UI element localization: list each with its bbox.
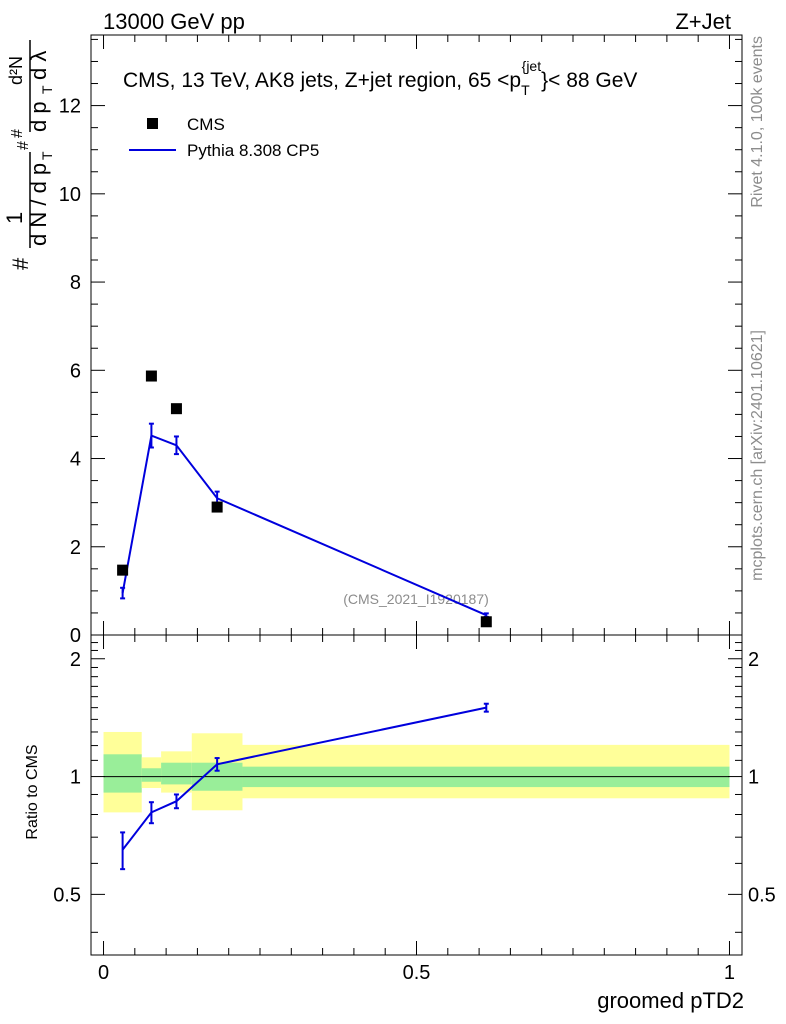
y-tick-label: 0 [70,625,81,647]
legend-cms-marker [147,118,158,129]
y-tick-label: 4 [70,449,81,471]
plot-title-sup: {jet [522,58,542,74]
ratio-band-inner [161,762,192,785]
y-label-denominator: d N / d p [26,163,51,246]
ratio-y-axis-label: Ratio to CMS [24,744,41,839]
y-label-one: 1 [2,212,27,224]
y-label-dp-sub: T [39,85,55,94]
plot-title-sub: T [521,82,530,98]
header-process: Z+Jet [675,9,731,34]
ratio-tick-label-right: 1 [748,767,759,789]
ratio-bands [103,731,730,813]
legend-pythia-label: Pythia 8.308 CP5 [187,141,319,160]
y-label-d2n: d²N [6,56,26,85]
ratio-series [120,702,489,871]
analysis-watermark: (CMS_2021_I1920187) [343,591,489,607]
x-tick-label: 0.5 [403,962,431,984]
plot-title: CMS, 13 TeV, AK8 jets, Z+jet region, 65 … [123,58,637,98]
cms-data-point [170,403,182,415]
ratio-tick-label-left: 1 [70,767,81,789]
legend: CMS Pythia 8.308 CP5 [129,115,319,160]
y-label-prefix: # [8,257,33,270]
y-label-num-hash: # [9,129,26,138]
y-label-dp: d p [26,101,51,132]
x-tick-labels: 0 0.5 1 [98,962,735,984]
x-tick-label: 1 [724,962,735,984]
cms-data-point [211,501,223,513]
y-tick-label: 12 [59,96,81,118]
legend-cms-label: CMS [187,115,225,134]
x-tick-label: 0 [98,962,109,984]
ratio-ticks [91,642,742,933]
y-tick-label: 8 [70,272,81,294]
x-ticks [103,35,730,955]
y-axis-label: # 1 d N / d p T # # d p T d λ d²N [2,40,55,270]
y-tick-label: 10 [59,184,81,206]
cms-data-point [480,616,492,628]
ratio-tick-label-right: 0.5 [748,884,776,906]
header-energy: 13000 GeV pp [103,9,245,34]
y-label-dlambda: d λ [26,51,51,80]
ratio-tick-label-right: 2 [748,649,759,671]
pythia-line [121,434,487,617]
x-axis-label: groomed pTD2 [597,988,744,1013]
plot-title-main: CMS, 13 TeV, AK8 jets, Z+jet region, 65 … [123,69,521,92]
ratio-tick-label-left: 2 [70,649,81,671]
cms-data-point [117,564,129,576]
y-tick-label: 2 [70,537,81,559]
y-label-den-sub: T [39,151,55,160]
y-tick-labels: 0 2 4 6 8 10 12 [59,96,81,647]
plot-title-end: }< 88 GeV [541,69,637,92]
y-label-den-hash: # [15,141,32,150]
y-tick-label: 6 [70,360,81,382]
mcplots-label: mcplots.cern.ch [arXiv:2401.10621] [749,330,766,581]
cms-data-point [145,370,157,382]
y-ticks [91,38,742,636]
ratio-tick-labels: 0.5 1 2 0.5 1 2 [53,649,776,907]
ratio-tick-label-left: 0.5 [53,884,81,906]
ratio-band-inner [141,768,162,782]
main-series [117,370,492,628]
rivet-label: Rivet 4.1.0, 100k events [749,36,766,208]
ratio-band-inner [103,754,142,793]
